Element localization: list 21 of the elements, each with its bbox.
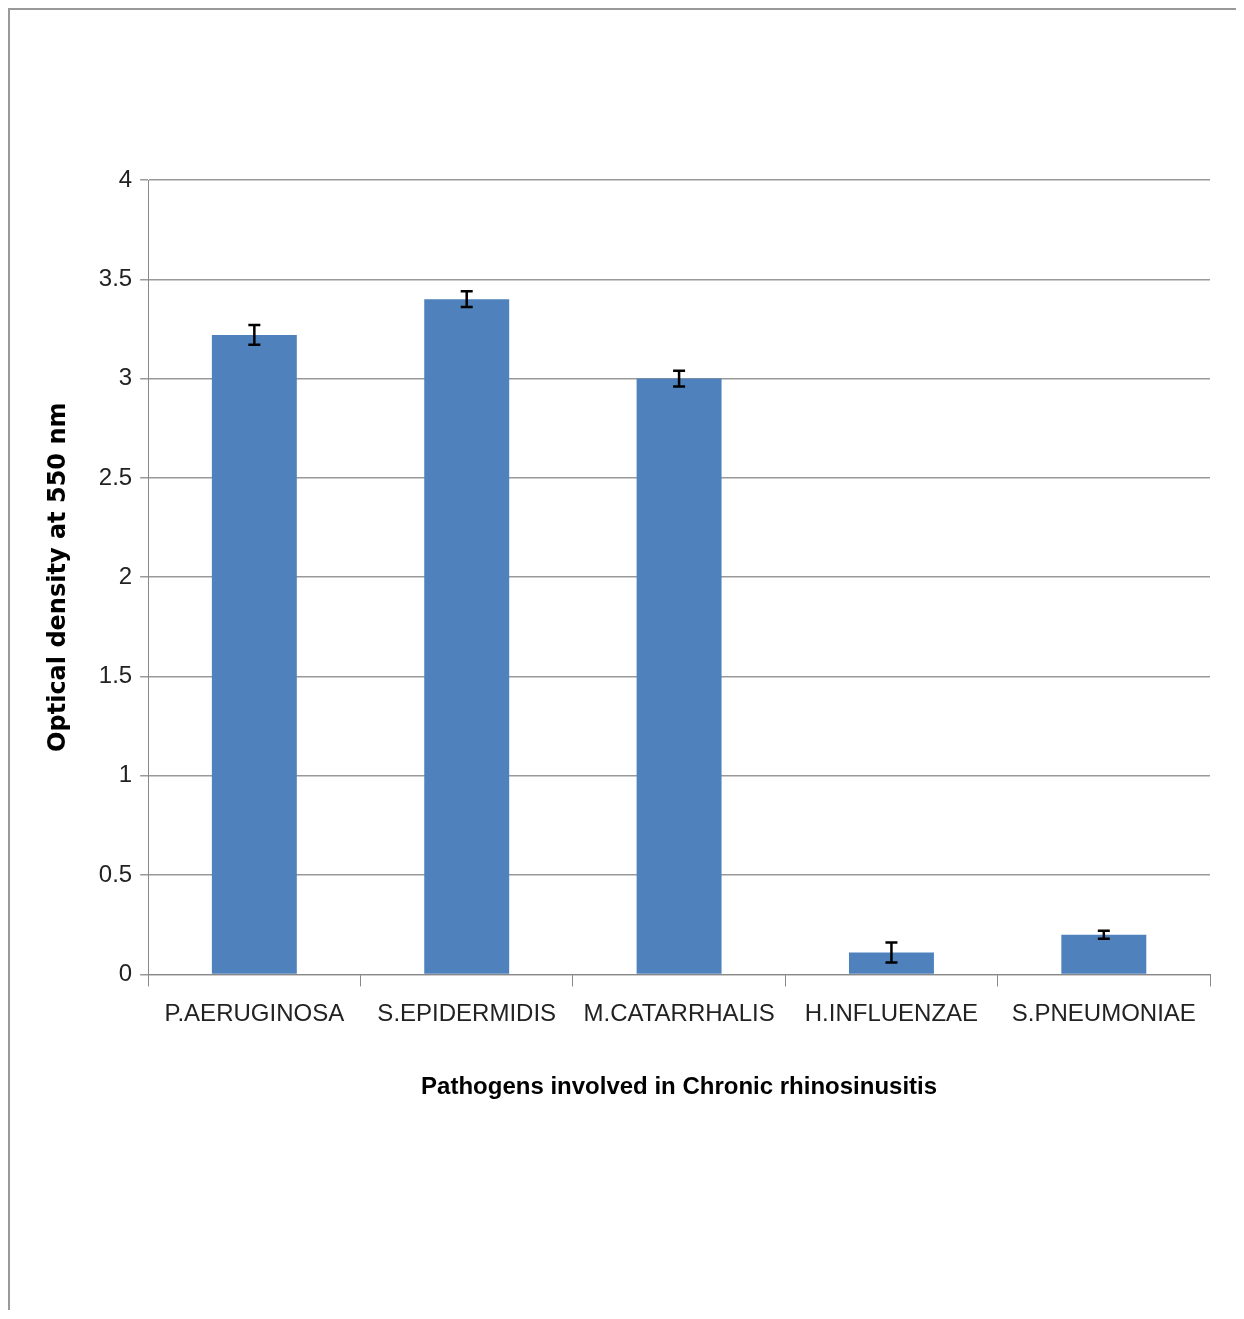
y-tick-label: 3.5	[98, 263, 133, 291]
bar	[424, 299, 510, 974]
x-tick-label: S.PNEUMONIAE	[1011, 999, 1196, 1027]
y-tick-label: 1.5	[98, 661, 133, 689]
x-tick-label: S.EPIDERMIDIS	[377, 999, 557, 1027]
bar	[1061, 934, 1147, 974]
y-axis-title: Optical density at 550 nm	[42, 402, 71, 752]
y-tick-label: 1	[118, 760, 133, 788]
bar	[848, 952, 934, 974]
x-tick-label: M.CATARRHALIS	[583, 999, 775, 1027]
x-tick-label: P.AERUGINOSA	[164, 999, 345, 1027]
x-axis-title: Pathogens involved in Chronic rhinosinusitis	[421, 1072, 938, 1100]
y-tick-label: 4	[118, 164, 133, 192]
y-tick-label: 2.5	[98, 462, 133, 490]
bar	[211, 334, 297, 974]
y-tick-label: 3	[118, 363, 133, 391]
y-tick-label: 0.5	[98, 859, 133, 887]
y-tick-label: 2	[118, 561, 133, 589]
y-tick-label: 0	[118, 959, 133, 987]
bar	[636, 378, 722, 974]
x-tick-label: H.INFLUENZAE	[804, 999, 979, 1027]
